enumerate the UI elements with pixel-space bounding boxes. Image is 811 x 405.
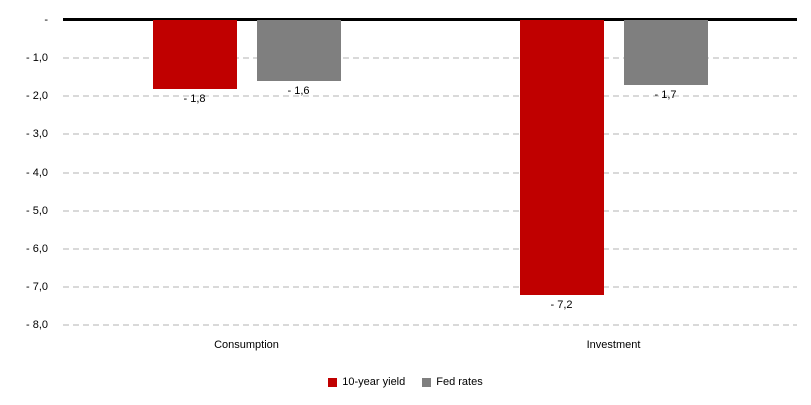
gridline	[63, 57, 797, 60]
legend-swatch-red	[328, 377, 338, 387]
gridline	[63, 133, 797, 136]
y-tick-label: - 7,0	[25, 280, 48, 293]
plot-area: - 1,8 - 1,6 - 7,2 - 1,7	[63, 18, 797, 326]
data-label: - 7,2	[550, 298, 573, 311]
bar-consumption-10-year-yield	[152, 20, 237, 89]
y-tick-label: - 2,0	[25, 90, 48, 103]
y-tick-label: - 6,0	[25, 242, 48, 255]
gridline	[63, 209, 797, 212]
zero-axis-line	[63, 18, 797, 21]
legend-item-fed-rates: Fed rates	[422, 376, 483, 388]
legend-label: 10-year yield	[342, 376, 406, 388]
x-category-label: Investment	[586, 339, 641, 351]
legend-item-10-year-yield: 10-year yield	[328, 376, 405, 388]
y-tick-label: - 1,0	[25, 52, 48, 65]
y-tick-label: - 5,0	[25, 204, 48, 217]
y-tick-label: - 8,0	[25, 319, 48, 331]
gridline	[63, 285, 797, 288]
legend-label: Fed rates	[436, 376, 483, 388]
bar-investment-10-year-yield	[519, 20, 604, 295]
gridline	[63, 95, 797, 98]
gridline	[63, 324, 797, 326]
bar-investment-fed-rates	[623, 20, 708, 85]
y-tick-label: - 4,0	[25, 166, 48, 179]
legend: 10-year yield Fed rates	[0, 376, 811, 388]
data-label: - 1,6	[287, 85, 310, 97]
gridline	[63, 171, 797, 174]
bar-consumption-fed-rates	[256, 20, 341, 81]
data-label: - 1,7	[654, 88, 677, 101]
y-tick-label: - 3,0	[25, 128, 48, 141]
gridline	[63, 247, 797, 250]
data-label: - 1,8	[183, 92, 206, 105]
legend-swatch-gray	[422, 377, 432, 387]
x-category-label: Consumption	[214, 339, 279, 351]
y-tick-label: -	[44, 14, 48, 26]
